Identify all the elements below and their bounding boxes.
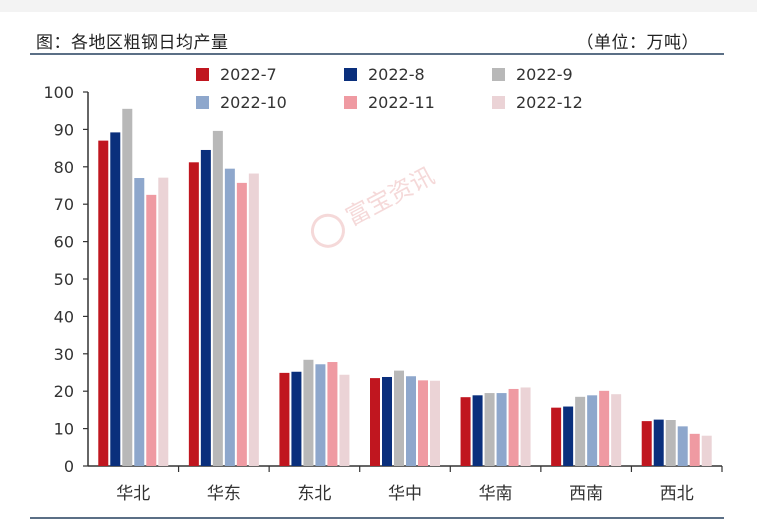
bar-2022-9-西南 xyxy=(575,396,586,466)
bar-2022-12-华东 xyxy=(248,173,259,467)
bar-2022-10-东北 xyxy=(315,364,326,466)
bar-2022-7-华东 xyxy=(188,162,199,466)
bar-2022-7-华南 xyxy=(460,397,471,466)
bar-2022-8-西南 xyxy=(563,406,574,466)
y-tick-label: 30 xyxy=(54,345,74,364)
bar-2022-7-东北 xyxy=(279,372,290,466)
bar-2022-9-华北 xyxy=(122,108,133,466)
bar-2022-8-华中 xyxy=(382,376,392,466)
bar-2022-9-西北 xyxy=(665,419,676,466)
legend-swatch xyxy=(344,96,357,109)
bar-2022-8-东北 xyxy=(291,371,302,466)
bar-2022-12-东北 xyxy=(339,374,350,466)
bar-2022-8-华东 xyxy=(200,149,211,466)
legend-swatch xyxy=(196,96,209,109)
chart-title: 图：各地区粗钢日均产量 xyxy=(36,33,229,53)
bar-2022-10-华东 xyxy=(224,168,235,467)
y-tick-label: 100 xyxy=(43,83,74,102)
bar-2022-10-西北 xyxy=(677,426,688,466)
y-tick-label: 90 xyxy=(54,120,74,139)
bar-2022-7-华北 xyxy=(98,140,109,466)
y-tick-label: 40 xyxy=(54,307,74,326)
legend-label: 2022-11 xyxy=(368,93,435,112)
bar-2022-10-华南 xyxy=(496,393,507,466)
category-label: 华东 xyxy=(207,484,241,504)
bar-2022-9-东北 xyxy=(303,359,314,466)
category-label: 西北 xyxy=(660,484,694,504)
unit-label: （单位：万吨） xyxy=(576,33,699,53)
legend-label: 2022-10 xyxy=(220,93,287,112)
y-tick-label: 10 xyxy=(54,420,74,439)
category-label: 华南 xyxy=(479,484,513,504)
bar-2022-10-华中 xyxy=(406,376,416,466)
bar-2022-11-西南 xyxy=(599,390,610,466)
header-rule xyxy=(30,53,724,55)
y-tick-label: 20 xyxy=(54,382,74,401)
bar-2022-11-华东 xyxy=(236,182,247,466)
legend-label: 2022-7 xyxy=(220,65,277,84)
top-band xyxy=(0,0,757,12)
bar-2022-12-华中 xyxy=(430,380,440,466)
y-tick-label: 70 xyxy=(54,195,74,214)
bar-2022-11-华中 xyxy=(418,380,428,466)
bar-2022-8-华南 xyxy=(472,395,483,466)
bar-2022-7-西北 xyxy=(641,421,652,466)
legend-label: 2022-9 xyxy=(516,65,573,84)
y-tick-label: 60 xyxy=(54,233,74,252)
bar-2022-7-华中 xyxy=(370,378,380,466)
bar-2022-12-华南 xyxy=(520,387,531,466)
bar-2022-7-西南 xyxy=(551,407,562,466)
legend-label: 2022-8 xyxy=(368,65,425,84)
y-tick-label: 50 xyxy=(54,270,74,289)
category-label: 华北 xyxy=(116,484,150,504)
bar-2022-8-西北 xyxy=(653,419,664,466)
bar-2022-11-东北 xyxy=(327,362,338,466)
bar-2022-12-西北 xyxy=(701,435,712,466)
y-tick-label: 0 xyxy=(64,457,74,476)
legend-swatch xyxy=(344,68,357,81)
legend-swatch xyxy=(492,96,505,109)
footer-rule xyxy=(30,517,724,519)
bar-2022-9-华东 xyxy=(212,130,223,466)
bar-2022-10-西南 xyxy=(587,395,598,466)
bar-2022-9-华南 xyxy=(484,393,495,466)
bar-2022-12-华北 xyxy=(158,177,169,466)
bar-2022-10-华北 xyxy=(134,178,145,466)
bar-2022-9-华中 xyxy=(394,370,404,466)
legend-swatch xyxy=(492,68,505,81)
bar-2022-12-西南 xyxy=(611,394,622,466)
category-label: 西南 xyxy=(569,484,603,504)
bar-2022-11-华南 xyxy=(508,388,519,466)
legend-label: 2022-12 xyxy=(516,93,583,112)
category-label: 东北 xyxy=(297,484,331,504)
category-label: 华中 xyxy=(388,484,422,504)
bar-2022-8-华北 xyxy=(110,132,121,466)
y-tick-label: 80 xyxy=(54,158,74,177)
legend-swatch xyxy=(196,68,209,81)
bar-2022-11-华北 xyxy=(146,194,157,466)
bar-2022-11-西北 xyxy=(689,433,700,466)
